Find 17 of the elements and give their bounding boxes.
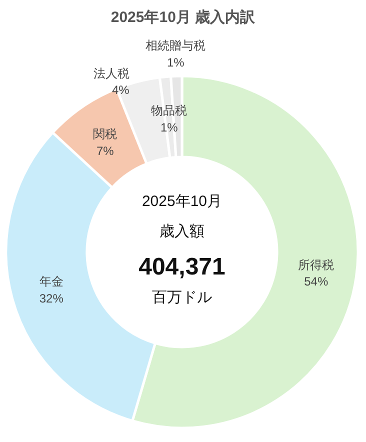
- data-label: 1%: [166, 56, 185, 70]
- text: 2025年10月: [142, 192, 222, 210]
- text: 歳入額: [160, 222, 204, 240]
- slice-label: 関税: [93, 126, 118, 141]
- slice-label: 相続贈与税: [146, 38, 206, 53]
- data-label: 7%: [96, 144, 114, 158]
- data-label: 4%: [112, 83, 130, 98]
- slice-label: 所得税: [298, 258, 334, 272]
- slice-label: 物品税: [151, 104, 188, 118]
- data-label: 54%: [304, 274, 328, 289]
- chart-title: 2025年10月 歳入内訳: [110, 9, 256, 26]
- data-label: 32%: [39, 292, 64, 306]
- text: 404,371: [138, 253, 226, 280]
- data-label: 1%: [160, 120, 178, 135]
- slice-label: 年金: [39, 274, 64, 289]
- text: 百万ドル: [152, 288, 212, 306]
- slice-label: 法人税: [93, 66, 130, 80]
